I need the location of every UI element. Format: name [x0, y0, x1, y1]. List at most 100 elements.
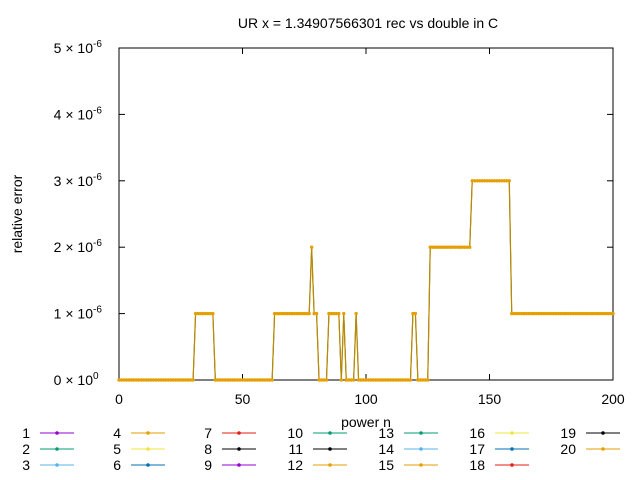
data-point [505, 179, 509, 183]
data-point [349, 378, 353, 382]
legend-marker [55, 431, 59, 435]
data-point [287, 311, 292, 316]
data-point [522, 311, 526, 316]
y-axis-label: relative error [9, 174, 25, 253]
data-point [510, 311, 514, 316]
data-point [433, 245, 437, 249]
data-point [438, 245, 442, 249]
data-point [223, 378, 227, 382]
data-point [322, 378, 326, 382]
data-point [245, 378, 250, 382]
data-point [574, 311, 578, 316]
data-point [317, 378, 321, 382]
data-point [238, 378, 242, 382]
data-point [500, 179, 504, 183]
data-point [174, 378, 178, 382]
y-tick-label-exponent: -6 [93, 105, 102, 116]
data-point [480, 179, 484, 183]
y-axis-tick-labels: 0 × 10 01 × 10 -62 × 10 -63 × 10 -64 × 10 -65… [54, 39, 103, 388]
series-points [117, 179, 615, 382]
data-point [430, 245, 435, 249]
data-point [591, 311, 595, 316]
data-point [156, 378, 161, 382]
data-point [361, 378, 366, 382]
data-point [332, 311, 336, 316]
y-tick-label-exponent: -6 [93, 172, 102, 183]
data-point [144, 378, 148, 382]
data-point [225, 378, 230, 382]
data-point [117, 378, 121, 382]
data-point [186, 378, 190, 382]
legend-label: 19 [560, 425, 576, 441]
data-point [364, 378, 368, 382]
data-point [270, 378, 274, 382]
x-tick-label: 100 [354, 391, 378, 407]
data-point [201, 311, 205, 316]
data-point [542, 311, 546, 316]
data-point [507, 179, 511, 183]
data-point [421, 378, 425, 382]
data-point [285, 311, 289, 316]
data-point [475, 179, 479, 183]
data-point [132, 378, 136, 382]
x-axis-tick-labels: 0 50 100 150 200 [115, 391, 625, 407]
data-point [458, 245, 462, 249]
data-point [594, 311, 598, 316]
data-point [598, 311, 603, 316]
legend-label: 4 [113, 425, 121, 441]
data-point [376, 378, 381, 382]
data-point [418, 378, 423, 382]
y-tick-label: 4 × 10 [54, 106, 94, 122]
data-point [235, 378, 240, 382]
y-tick-label: 0 × 10 [54, 372, 94, 388]
data-point [159, 378, 163, 382]
data-point [460, 245, 465, 249]
data-point [354, 311, 358, 316]
data-point [497, 179, 502, 183]
data-point [470, 179, 474, 183]
data-point [250, 378, 255, 382]
data-point [127, 378, 131, 382]
data-point [487, 179, 492, 183]
data-point [297, 311, 302, 316]
data-point [393, 378, 398, 382]
legend-marker [419, 463, 423, 467]
data-point [342, 311, 346, 316]
legend-marker [328, 447, 332, 451]
plot-frame [118, 47, 614, 381]
data-point [312, 311, 316, 316]
data-point [576, 311, 581, 316]
data-point [166, 378, 171, 382]
legend-label: 10 [287, 425, 303, 441]
data-point [151, 378, 156, 382]
data-point [566, 311, 571, 316]
y-tick-label-exponent: -6 [93, 305, 102, 316]
data-point [463, 245, 467, 249]
data-point [216, 378, 220, 382]
data-point [334, 311, 339, 316]
data-point [171, 378, 176, 382]
data-point [411, 311, 415, 316]
legend-marker [146, 463, 150, 467]
data-point [275, 311, 279, 316]
y-tick-label: 5 × 10 [54, 40, 94, 56]
data-point [490, 179, 494, 183]
data-point [233, 378, 237, 382]
data-point [255, 378, 260, 382]
data-point [529, 311, 534, 316]
data-point [544, 311, 549, 316]
data-point [547, 311, 551, 316]
data-point [502, 179, 507, 183]
x-tick-label: 0 [115, 391, 123, 407]
data-point [213, 378, 218, 382]
data-point [569, 311, 573, 316]
data-point [539, 311, 544, 316]
legend-marker [601, 431, 605, 435]
data-point [369, 378, 373, 382]
data-point [211, 311, 215, 316]
series-line [119, 180, 613, 381]
data-point [403, 378, 408, 382]
data-point [134, 378, 138, 382]
data-point [169, 378, 173, 382]
data-point [290, 311, 294, 316]
